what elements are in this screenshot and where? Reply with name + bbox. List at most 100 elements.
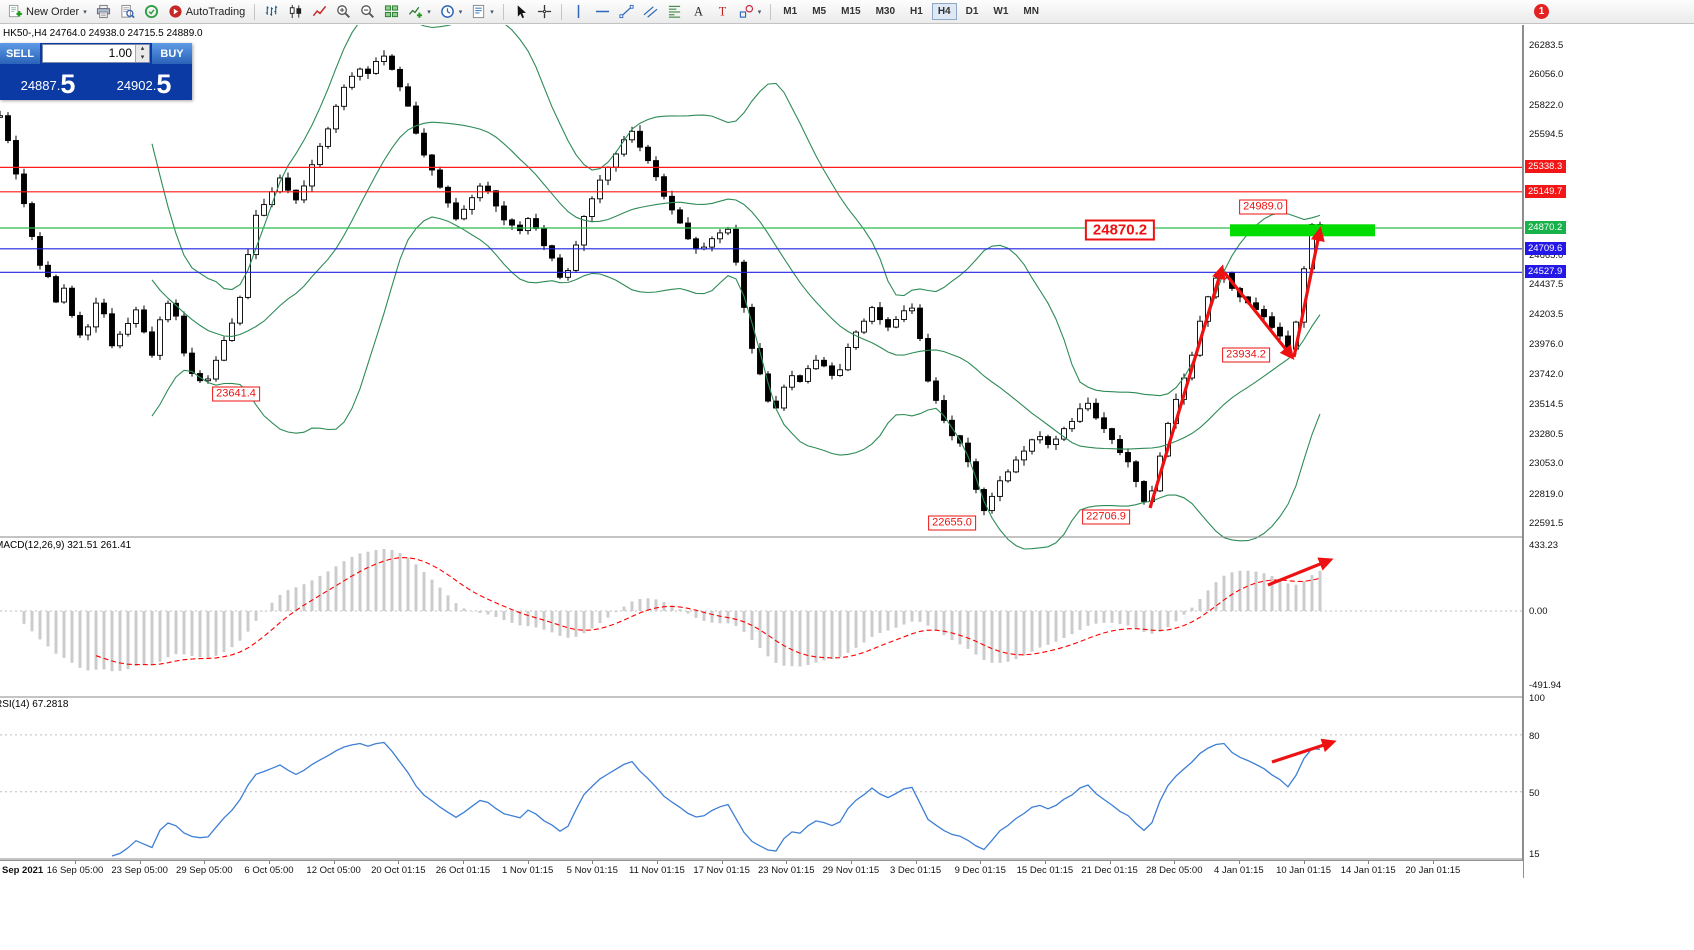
notification-badge[interactable]: 1: [1534, 4, 1549, 19]
tile-windows-button[interactable]: [380, 1, 403, 23]
periods-icon: [440, 4, 455, 19]
line-chart-button[interactable]: [308, 1, 331, 23]
price-annotation[interactable]: 22706.9: [1082, 509, 1130, 525]
indicators-icon: [408, 4, 423, 19]
axis-label: 26283.5: [1529, 40, 1564, 51]
time-axis: Sep 2021 16 Sep 05:00 23 Sep 05:00 29 Sep 0…: [0, 860, 1523, 880]
templates-button[interactable]: ▾: [467, 1, 498, 23]
toolbar-separator: [502, 3, 504, 20]
volume-value: 1.00: [108, 46, 132, 60]
trend-arrows[interactable]: [1148, 226, 1337, 764]
crosshair-button[interactable]: [533, 1, 556, 23]
volume-up-button[interactable]: ▴: [136, 45, 149, 54]
time-axis-tick: [268, 861, 270, 864]
axis-label: 100: [1529, 693, 1545, 704]
chart-ohlc-label: HK50-,H4 24764.0 24938.0 24715.5 24889.0: [3, 28, 203, 39]
macd-indicator: [0, 549, 1523, 672]
text-button[interactable]: A: [687, 1, 710, 23]
timeframe-H4[interactable]: H4: [931, 3, 957, 20]
level-lines[interactable]: [0, 166, 1523, 273]
buy-price-big: 5: [156, 69, 172, 99]
volume-down-button[interactable]: ▾: [136, 53, 149, 62]
axis-label: 0.00: [1529, 605, 1548, 617]
time-axis-tick: [462, 861, 464, 864]
cursor-icon: [513, 4, 528, 19]
timeframe-M1[interactable]: M1: [783, 6, 798, 17]
zoom-out-button[interactable]: [356, 1, 379, 23]
print-preview-icon: [120, 4, 135, 19]
time-axis-tick: [333, 861, 335, 864]
periods-button[interactable]: ▾: [436, 1, 467, 23]
buy-price: 24902. 5: [96, 64, 192, 100]
axis-label: 23742.0: [1529, 369, 1564, 381]
time-axis-tick: [527, 861, 529, 864]
time-axis-tick: [75, 861, 76, 864]
new-order-button[interactable]: New Order ▾: [4, 1, 91, 23]
zoom-in-button[interactable]: [332, 1, 355, 23]
timeframe-M30[interactable]: M30: [875, 6, 896, 17]
axis-label: 22819.0: [1529, 488, 1564, 500]
axis-label: 50: [1529, 787, 1540, 799]
indicators-button[interactable]: ▾: [404, 1, 435, 23]
axis-label: 433.23: [1529, 539, 1559, 551]
axis-label: 22591.5: [1529, 518, 1564, 529]
timeframe-M15[interactable]: M15: [841, 6, 861, 17]
time-axis-label: 3 Dec 01:15: [889, 865, 942, 876]
price-annotation[interactable]: 23641.4: [212, 386, 260, 402]
print-preview-button[interactable]: [116, 1, 139, 23]
timeframe-W1[interactable]: W1: [993, 6, 1009, 17]
axis-label: 23976.0: [1529, 338, 1564, 350]
channel-button[interactable]: [639, 1, 662, 23]
price-axis: 26283.5 26056.0 25822.0 25594.5 24665.0 24437…: [1523, 25, 1694, 878]
print-button[interactable]: [92, 1, 115, 23]
text-label-button[interactable]: T: [711, 1, 734, 23]
shapes-button[interactable]: ▾: [735, 1, 766, 23]
sell-button[interactable]: SELL: [0, 43, 40, 64]
sell-price: 24887. 5: [0, 64, 96, 100]
vertical-line-icon: [571, 4, 586, 19]
cursor-button[interactable]: [509, 1, 532, 23]
data-window-button[interactable]: [140, 1, 163, 23]
price-annotation[interactable]: 22655.0: [928, 515, 976, 531]
axis-label: -491.94: [1529, 679, 1562, 691]
time-axis-label: 4 Jan 01:15: [1214, 865, 1264, 876]
data-window-icon: [144, 4, 159, 19]
toolbar-separator: [254, 3, 256, 20]
fibonacci-icon: [667, 4, 682, 19]
svg-text:T: T: [719, 5, 727, 19]
chart-canvas[interactable]: [0, 25, 1523, 860]
price-annotation[interactable]: 24870.2: [1084, 219, 1156, 241]
macd-indicator-label: MACD(12,26,9) 321.51 261.41: [0, 540, 132, 551]
autotrading-icon: [168, 4, 183, 19]
fibonacci-button[interactable]: [663, 1, 686, 23]
bar-chart-button[interactable]: [260, 1, 283, 23]
time-axis-label: 28 Dec 05:00: [1145, 865, 1203, 876]
price-annotation[interactable]: 24989.0: [1239, 199, 1287, 215]
bollinger-bands: [151, 25, 1321, 550]
buy-button[interactable]: BUY: [152, 43, 192, 64]
timeframe-M5[interactable]: M5: [812, 6, 827, 17]
svg-text:A: A: [694, 5, 703, 19]
timeframe-D1[interactable]: D1: [965, 6, 979, 17]
time-axis-label: 20 Oct 01:15: [371, 865, 426, 876]
time-axis-tick: [850, 861, 852, 864]
timeframe-H1[interactable]: H1: [910, 6, 923, 17]
timeframe-MN[interactable]: MN: [1023, 6, 1039, 17]
vertical-line-button[interactable]: [567, 1, 590, 23]
candlestick-chart-button[interactable]: [284, 1, 307, 23]
price-annotation[interactable]: 23934.2: [1222, 347, 1270, 363]
volume-field[interactable]: 1.00 ▴ ▾: [42, 44, 150, 63]
candlestick-chart-icon: [288, 4, 303, 19]
time-axis-tick: [721, 861, 723, 864]
highlight-zone[interactable]: [1230, 224, 1375, 237]
horizontal-line-button[interactable]: [591, 1, 614, 23]
volume-spinner: ▴ ▾: [135, 45, 149, 62]
trendline-icon: [619, 4, 634, 19]
autotrading-button-label: AutoTrading: [185, 5, 246, 18]
axis-label: 24665.0: [1529, 249, 1564, 261]
time-axis-label: 20 Jan 01:15: [1405, 865, 1461, 876]
autotrading-button[interactable]: AutoTrading: [164, 1, 250, 23]
axis-label: 15: [1529, 849, 1540, 860]
trendline-button[interactable]: [615, 1, 638, 23]
time-axis-tick: [398, 861, 400, 864]
